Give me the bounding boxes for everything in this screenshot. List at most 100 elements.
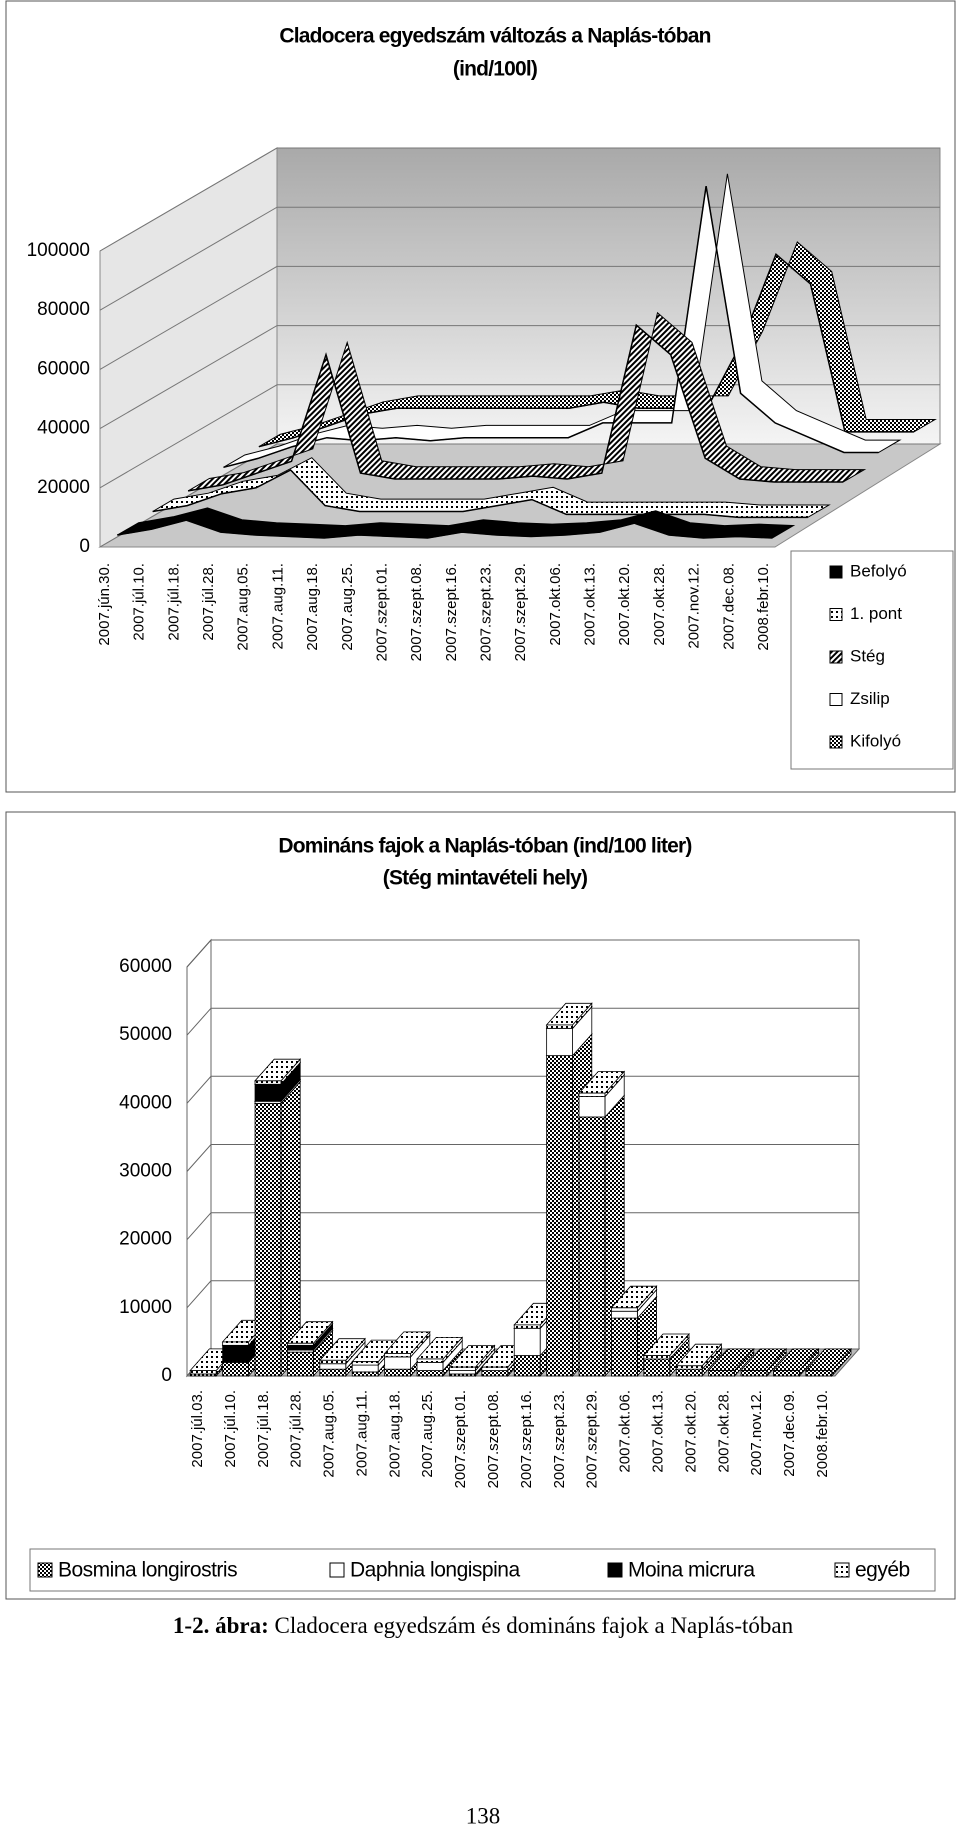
bar: [643, 1355, 671, 1360]
bar: [611, 1307, 638, 1312]
y-tick-label: 30000: [119, 1161, 172, 1182]
x-tick-label: 2007.szept.16.: [518, 1390, 535, 1488]
x-tick-label: 2007.júl.10.: [222, 1390, 239, 1468]
y-tick-label: 0: [79, 536, 90, 557]
line: [117, 519, 773, 539]
bar: [449, 1370, 476, 1375]
y-tick-label: 60000: [119, 956, 172, 977]
x-tick-label: 2007.jún.30.: [96, 563, 113, 646]
grid-line: [186, 1212, 859, 1241]
grid-line: [186, 939, 859, 968]
x-tick-label: 2007.dec.09.: [781, 1390, 798, 1477]
x-tick-label: 2007.aug.18.: [386, 1390, 403, 1478]
caption-text: Cladocera egyedszám és domináns fajok a …: [274, 1613, 793, 1638]
bar: [287, 1344, 314, 1351]
grid-line: [99, 325, 940, 430]
x-tick-label: 2007.szept.01.: [373, 563, 390, 661]
bar: [189, 1370, 217, 1375]
legend-box: [790, 550, 954, 770]
caption-label: 1-2. ábra:: [173, 1613, 269, 1638]
x-tick-label: 2007.aug.05.: [235, 563, 252, 651]
bar: [319, 1363, 347, 1370]
x-tick-label: 2008.febr.10.: [755, 563, 772, 651]
bar: [578, 1092, 606, 1097]
x-tick-label: 2008.febr.10.: [814, 1390, 831, 1478]
legend-label: 1. pont: [850, 604, 902, 623]
legend-label: Zsilip: [850, 689, 890, 708]
chart-title: (ind/100l): [453, 58, 537, 81]
x-tick-label: 2007.szept.23.: [551, 1390, 568, 1488]
bar: [254, 1083, 282, 1102]
bar: [578, 1096, 606, 1118]
legend-label: Kifolyó: [850, 731, 901, 750]
x-tick-label: 2007.júl.28.: [200, 563, 217, 641]
grid-line: [186, 1280, 859, 1309]
page-number: 138: [466, 1803, 501, 1828]
bar: [675, 1368, 703, 1377]
legend-box: [29, 1548, 936, 1592]
x-tick-label: 2007.dec.08.: [720, 563, 737, 650]
legend-swatch: [829, 693, 843, 706]
bar: [351, 1361, 379, 1366]
x-tick-label: 2007.aug.18.: [304, 563, 321, 651]
x-tick-label: 2007.okt.13.: [582, 563, 599, 646]
x-tick-label: 2007.nov.12.: [748, 1390, 765, 1476]
bar: [416, 1358, 444, 1363]
bar: [546, 1055, 573, 1377]
grid-line: [186, 1144, 859, 1172]
x-tick-label: 2007.aug.05.: [321, 1390, 338, 1478]
grid-line: [99, 147, 940, 252]
y-tick-label: 0: [161, 1365, 172, 1386]
bar: [481, 1366, 509, 1371]
x-tick-label: 2007.aug.11.: [353, 1390, 370, 1476]
x-tick-label: 2007.szept.23.: [477, 563, 494, 661]
bar: [222, 1344, 249, 1363]
bar: [611, 1310, 638, 1319]
grid-line: [186, 1075, 859, 1104]
bar: [384, 1356, 411, 1370]
bar: [416, 1361, 444, 1371]
x-tick-label: 2007.aug.11.: [269, 563, 286, 649]
bar: [513, 1355, 541, 1377]
x-tick-label: 2007.júl.18.: [255, 1390, 272, 1468]
bar: [351, 1371, 379, 1377]
grid-line: [186, 1007, 859, 1036]
x-tick-label: 2007.okt.28.: [715, 1390, 732, 1473]
bar: [740, 1370, 768, 1377]
x-tick-label: 2007.szept.08.: [408, 563, 425, 661]
bar: [287, 1342, 314, 1346]
bar: [513, 1324, 541, 1329]
bar: [708, 1370, 735, 1377]
y-tick-label: 20000: [119, 1229, 172, 1250]
bar: [416, 1370, 444, 1377]
y-tick-label: 100000: [27, 240, 90, 261]
bar: [254, 1080, 282, 1085]
chart-title: (Stég mintavételi hely): [383, 867, 588, 890]
legend-swatch: [607, 1562, 623, 1578]
y-tick-label: 50000: [119, 1024, 172, 1045]
grid-line: [99, 206, 940, 311]
x-tick-label: 2007.okt.06.: [617, 1390, 634, 1473]
x-tick-label: 2007.júl.03.: [189, 1390, 206, 1468]
legend-label: Moina micrura: [628, 1559, 755, 1582]
legend-label: Bosmina longirostris: [58, 1559, 237, 1582]
bar: [384, 1353, 411, 1358]
legend-swatch: [329, 1562, 345, 1578]
x-tick-label: 2007.okt.06.: [547, 563, 564, 646]
chart-title: Cladocera egyedszám változás a Naplás-tó…: [279, 25, 710, 48]
legend-swatch: [829, 650, 843, 664]
figure-caption: 1-2. ábra: Cladocera egyedszám és dominá…: [173, 1613, 794, 1638]
legend-label: Befolyó: [850, 561, 907, 580]
bar: [222, 1341, 249, 1346]
bar: [319, 1359, 347, 1365]
x-tick-label: 2007.okt.20.: [616, 563, 633, 646]
legend-swatch: [829, 608, 843, 621]
bar: [546, 1027, 573, 1057]
x-tick-label: 2007.júl.18.: [165, 563, 182, 641]
bar: [481, 1370, 509, 1377]
chart-title: Domináns fajok a Naplás-tóban (ind/100 l…: [278, 835, 691, 858]
bar: [643, 1358, 671, 1377]
line: [152, 469, 808, 519]
